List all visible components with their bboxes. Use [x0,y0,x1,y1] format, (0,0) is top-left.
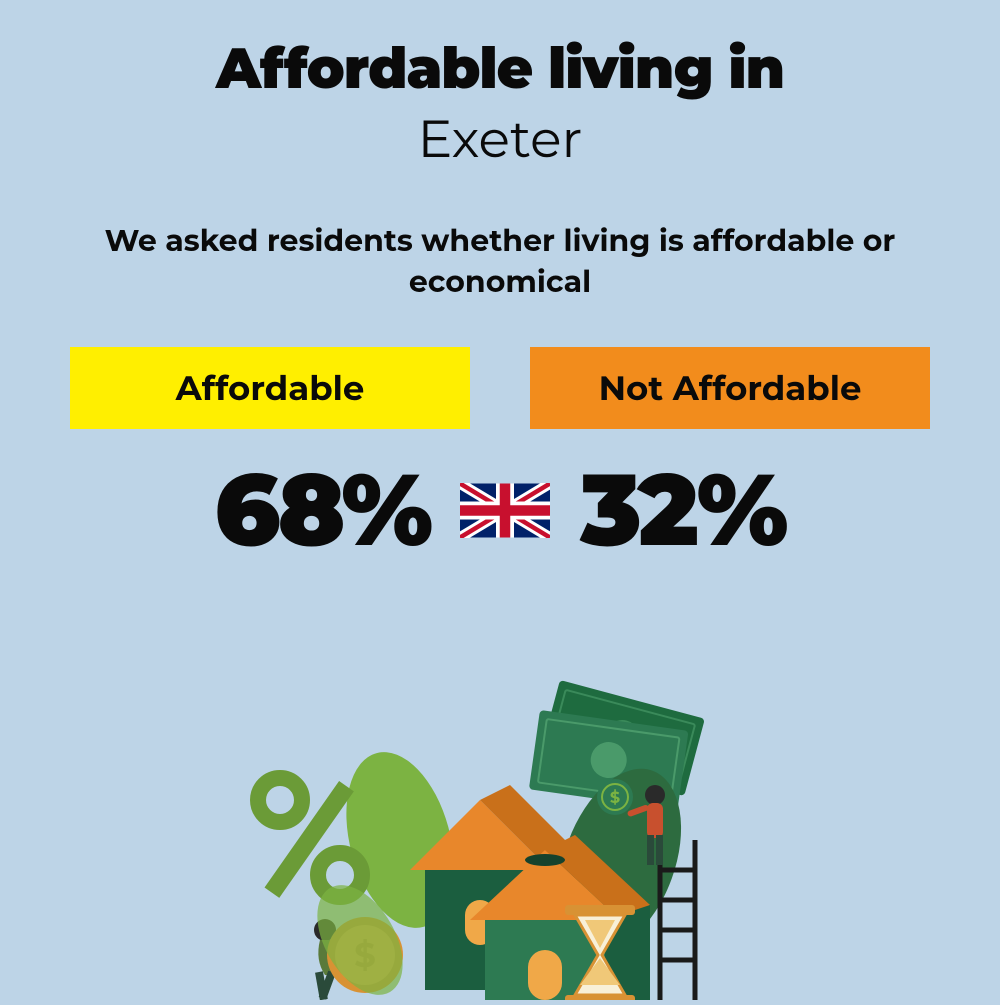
money-house-illustration: $ $ [200,660,800,1000]
affordable-box: Affordable [70,347,470,429]
infographic-container: Affordable living in Exeter We asked res… [0,0,1000,571]
category-boxes: Affordable Not Affordable [0,347,1000,429]
not-affordable-box: Not Affordable [530,347,930,429]
svg-text:$: $ [610,789,620,808]
percentages-row: 68% 32% [0,449,1000,571]
affordable-percentage: 68% [214,449,430,571]
not-affordable-label: Not Affordable [599,367,862,409]
title-line2: Exeter [0,108,1000,171]
affordable-label: Affordable [176,367,365,409]
uk-flag-icon [460,483,550,538]
title-line1: Affordable living in [0,35,1000,103]
subtitle-text: We asked residents whether living is aff… [0,221,1000,302]
not-affordable-percentage: 32% [580,449,785,571]
